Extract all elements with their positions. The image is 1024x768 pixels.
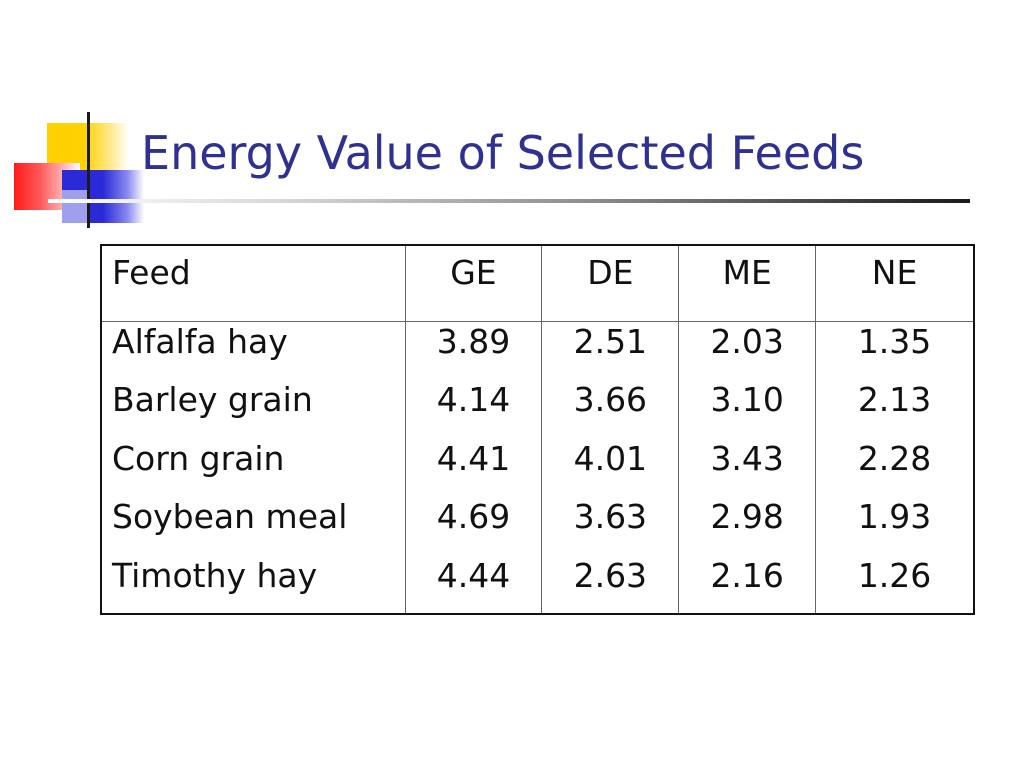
- ge-column: 3.89 4.14 4.41 4.69 4.44: [404, 321, 543, 614]
- me-cell: 2.98: [710, 497, 784, 536]
- de-cell: 3.66: [573, 380, 648, 419]
- de-cell: 2.63: [573, 555, 648, 595]
- page-title: Energy Value of Selected Feeds: [141, 126, 865, 180]
- logo-white-square: [62, 190, 90, 223]
- header-de: DE: [541, 245, 680, 322]
- me-cell: 3.43: [710, 438, 784, 478]
- ge-cell: 3.89: [436, 321, 511, 361]
- feed-column: Alfalfa hay Barley grain Corn grain Soyb…: [101, 321, 406, 614]
- ge-cell: 4.69: [436, 497, 511, 536]
- feed-cell: Barley grain: [112, 380, 313, 419]
- de-column: 2.51 3.66 4.01 3.63 2.63: [541, 321, 680, 614]
- header-ge: GE: [404, 245, 543, 322]
- ne-cell: 2.13: [857, 380, 932, 419]
- logo-vertical-line: [87, 112, 90, 228]
- header-feed: Feed: [101, 245, 406, 322]
- de-cell: 2.51: [573, 321, 648, 361]
- title-underline: [48, 199, 970, 203]
- me-cell: 3.10: [710, 380, 784, 419]
- de-cell: 4.01: [573, 438, 648, 478]
- table-header-row: Feed GE DE ME NE: [101, 245, 974, 322]
- ge-cell: 4.14: [436, 380, 511, 419]
- feed-cell: Soybean meal: [112, 497, 348, 536]
- energy-table: Feed GE DE ME NE Alfalfa hay Barley grai…: [100, 244, 975, 615]
- ge-cell: 4.41: [436, 438, 511, 478]
- header-ne: NE: [815, 245, 974, 322]
- feed-cell: Alfalfa hay: [112, 321, 288, 361]
- ne-column: 1.35 2.13 2.28 1.93 1.26: [815, 321, 974, 614]
- feed-cell: Timothy hay: [112, 555, 318, 595]
- feed-cell: Corn grain: [112, 438, 285, 478]
- ne-cell: 1.26: [857, 555, 932, 595]
- ne-cell: 1.35: [857, 321, 932, 361]
- ne-cell: 1.93: [857, 497, 932, 536]
- ne-cell: 2.28: [857, 438, 932, 478]
- header-me: ME: [678, 245, 817, 322]
- ge-cell: 4.44: [436, 555, 511, 595]
- table-body-row: Alfalfa hay Barley grain Corn grain Soyb…: [101, 321, 974, 614]
- me-column: 2.03 3.10 3.43 2.98 2.16: [678, 321, 817, 614]
- de-cell: 3.63: [573, 497, 648, 536]
- me-cell: 2.03: [710, 321, 784, 361]
- me-cell: 2.16: [710, 555, 784, 595]
